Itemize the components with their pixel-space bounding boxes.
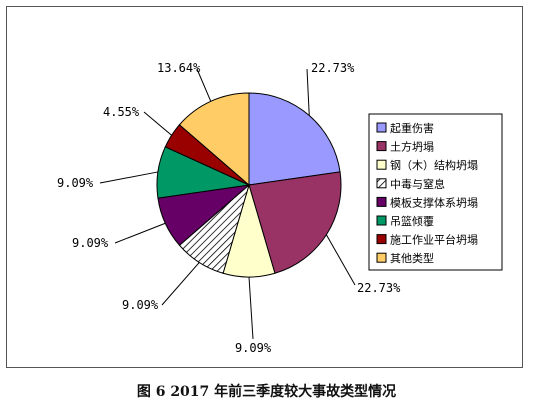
legend-label: 土方坍塌 — [390, 140, 434, 154]
legend-label: 施工作业平台坍塌 — [390, 233, 478, 247]
leader-line — [114, 222, 166, 244]
legend-label: 中毒与窒息 — [390, 177, 445, 191]
legend-label: 吊篮倾覆 — [390, 214, 434, 228]
legend-label: 钢（木）结构坍塌 — [390, 158, 478, 172]
legend-box — [368, 113, 503, 271]
leader-lines — [99, 68, 356, 340]
data-label: 9.09% — [72, 236, 109, 250]
data-label: 22.73% — [357, 281, 401, 295]
legend-swatch — [376, 159, 387, 170]
data-label: 9.09% — [235, 341, 272, 355]
pie-slices — [156, 92, 342, 278]
leader-line — [306, 68, 310, 116]
figure-caption: 图 6 2017 年前三季度较大事故类型情况 — [136, 384, 397, 400]
legend-label: 起重伤害 — [390, 121, 434, 135]
data-label: 13.64% — [157, 61, 201, 75]
legend-swatch — [376, 215, 387, 226]
pie-slice — [248, 92, 341, 186]
data-labels: 22.73% 22.73% 9.09% 9.09% 9.09% 9.09% 4.55% 13.… — [57, 61, 401, 355]
data-label: 9.09% — [57, 176, 94, 190]
legend-swatch — [376, 234, 387, 245]
pie-chart: 22.73% 22.73% 9.09% 9.09% 9.09% 9.09% 4.55% 13.… — [57, 61, 503, 355]
leader-line — [99, 171, 159, 184]
legend-swatch — [376, 196, 387, 207]
legend-label: 其他类型 — [390, 251, 434, 265]
data-label: 22.73% — [311, 61, 355, 75]
legend: 起重伤害土方坍塌钢（木）结构坍塌中毒与窒息模板支撑体系坍塌吊篮倾覆施工作业平台坍… — [368, 113, 503, 271]
legend-swatch — [376, 178, 387, 189]
legend-label: 模板支撑体系坍塌 — [390, 195, 478, 209]
legend-swatch — [376, 252, 387, 263]
data-label: 9.09% — [122, 298, 159, 312]
leader-line — [248, 276, 254, 340]
legend-swatch — [376, 141, 387, 152]
leader-line — [161, 262, 200, 306]
leader-line — [143, 111, 172, 136]
pie-slice — [248, 171, 342, 274]
chart-frame: 22.73% 22.73% 9.09% 9.09% 9.09% 9.09% 4.55% 13.… — [6, 6, 523, 368]
data-label: 4.55% — [103, 105, 140, 119]
legend-swatch — [376, 122, 387, 133]
leader-line — [196, 68, 212, 102]
leader-line — [325, 234, 356, 286]
